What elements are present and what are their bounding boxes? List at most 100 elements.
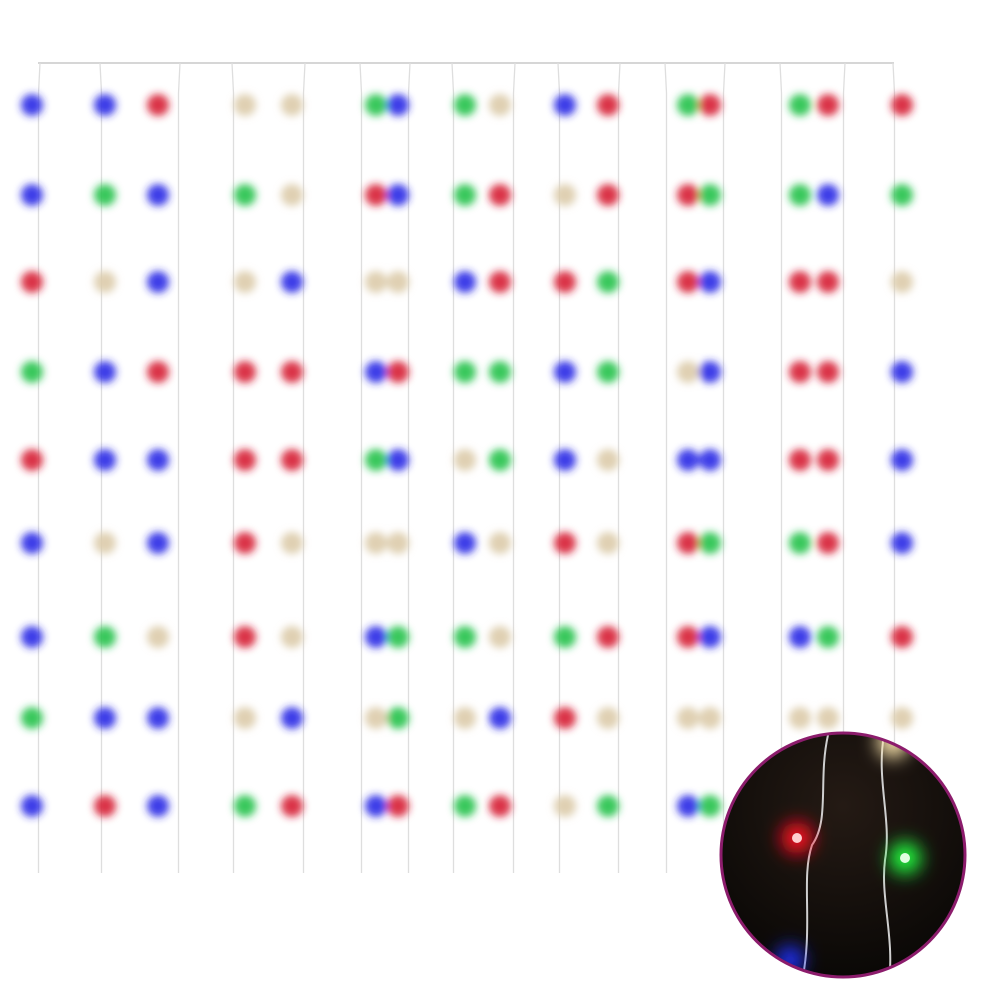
led-light xyxy=(94,795,116,817)
inset-wire xyxy=(799,734,829,976)
wire xyxy=(512,62,516,873)
led-light xyxy=(554,795,576,817)
led-light xyxy=(387,626,409,648)
inset-warm-light xyxy=(877,734,909,758)
led-light xyxy=(489,795,511,817)
led-light xyxy=(489,271,511,293)
led-light xyxy=(234,795,256,817)
led-light xyxy=(147,184,169,206)
led-light xyxy=(489,361,511,383)
led-light xyxy=(699,795,721,817)
led-light xyxy=(677,449,699,471)
led-light xyxy=(454,532,476,554)
led-light xyxy=(365,94,387,116)
led-light xyxy=(387,271,409,293)
led-light xyxy=(21,449,43,471)
led-light xyxy=(891,449,913,471)
led-light xyxy=(597,94,619,116)
wire xyxy=(722,62,726,873)
led-light xyxy=(699,707,721,729)
led-light xyxy=(94,184,116,206)
led-light xyxy=(597,449,619,471)
inset-background xyxy=(721,733,965,977)
wire xyxy=(302,62,306,873)
led-light xyxy=(147,361,169,383)
led-light xyxy=(234,449,256,471)
led-light xyxy=(699,532,721,554)
led-light xyxy=(21,271,43,293)
led-light xyxy=(817,449,839,471)
led-light xyxy=(21,361,43,383)
led-light xyxy=(387,795,409,817)
led-light xyxy=(387,449,409,471)
led-light xyxy=(281,532,303,554)
led-light xyxy=(677,626,699,648)
led-light xyxy=(387,532,409,554)
led-light xyxy=(891,94,913,116)
led-light xyxy=(234,361,256,383)
led-light xyxy=(817,532,839,554)
led-light xyxy=(365,795,387,817)
led-light xyxy=(489,707,511,729)
led-light xyxy=(597,532,619,554)
led-light xyxy=(454,184,476,206)
led-light xyxy=(365,271,387,293)
led-light xyxy=(281,795,303,817)
led-light xyxy=(281,94,303,116)
led-light xyxy=(597,184,619,206)
led-light xyxy=(891,184,913,206)
led-light xyxy=(789,626,811,648)
led-light xyxy=(147,532,169,554)
wire xyxy=(664,62,668,873)
led-light xyxy=(817,361,839,383)
led-light xyxy=(597,361,619,383)
led-light xyxy=(699,184,721,206)
led-light xyxy=(489,449,511,471)
inset-border xyxy=(719,731,967,979)
led-light xyxy=(554,184,576,206)
led-light xyxy=(21,94,43,116)
inset-green-core xyxy=(900,853,910,863)
led-light xyxy=(365,184,387,206)
led-light xyxy=(699,271,721,293)
led-light xyxy=(454,626,476,648)
led-light xyxy=(554,94,576,116)
led-light xyxy=(677,94,699,116)
led-light xyxy=(387,707,409,729)
led-light xyxy=(21,532,43,554)
led-light xyxy=(94,707,116,729)
inset-red-core xyxy=(792,833,802,843)
led-light xyxy=(677,184,699,206)
detail-inset xyxy=(719,731,967,979)
led-light xyxy=(21,795,43,817)
led-light xyxy=(21,184,43,206)
wire xyxy=(617,62,621,873)
led-light xyxy=(489,532,511,554)
led-light xyxy=(597,707,619,729)
led-light xyxy=(454,449,476,471)
led-light xyxy=(21,707,43,729)
wire xyxy=(231,62,235,873)
led-light xyxy=(891,532,913,554)
led-light xyxy=(94,361,116,383)
led-light xyxy=(891,361,913,383)
led-light xyxy=(365,361,387,383)
led-light xyxy=(554,361,576,383)
led-light xyxy=(387,94,409,116)
wire xyxy=(359,62,363,873)
led-light xyxy=(789,184,811,206)
led-light xyxy=(789,449,811,471)
led-light xyxy=(817,707,839,729)
led-light xyxy=(891,626,913,648)
led-light xyxy=(147,271,169,293)
led-light xyxy=(597,795,619,817)
led-light xyxy=(554,271,576,293)
led-light xyxy=(677,271,699,293)
led-light xyxy=(281,707,303,729)
led-light xyxy=(891,707,913,729)
led-light xyxy=(891,271,913,293)
led-light xyxy=(454,94,476,116)
led-light xyxy=(699,361,721,383)
led-light xyxy=(817,271,839,293)
led-light xyxy=(554,532,576,554)
